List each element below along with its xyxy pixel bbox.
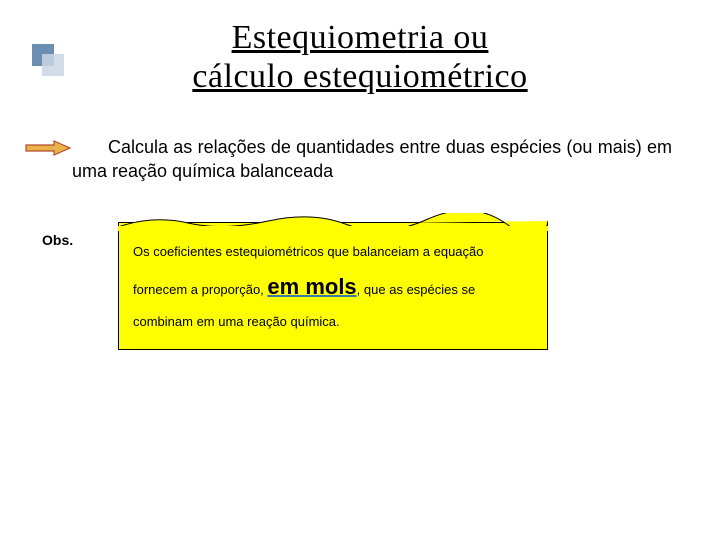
note-box: Os coeficientes estequiométricos que bal… xyxy=(118,222,548,350)
slide-title: Estequiometria ou cálculo estequiométric… xyxy=(50,18,670,96)
note-emphasis-suffix: , xyxy=(357,282,361,297)
slide-title-block: Estequiometria ou cálculo estequiométric… xyxy=(50,18,670,96)
arrow-shape xyxy=(26,141,70,155)
square-icon xyxy=(42,54,64,76)
note-emphasis: em mols xyxy=(267,274,356,299)
arrow-right-icon xyxy=(24,139,72,157)
body-text: Calcula as relações de quantidades entre… xyxy=(72,135,672,184)
wave-mask xyxy=(118,226,548,231)
title-line-1: Estequiometria ou xyxy=(232,19,489,56)
wavy-top-border-icon xyxy=(118,213,548,231)
body-block: Calcula as relações de quantidades entre… xyxy=(72,135,672,184)
title-bullet-decor xyxy=(32,44,62,74)
title-line-2: cálculo estequiométrico xyxy=(192,58,527,95)
obs-label: Obs. xyxy=(42,232,73,248)
